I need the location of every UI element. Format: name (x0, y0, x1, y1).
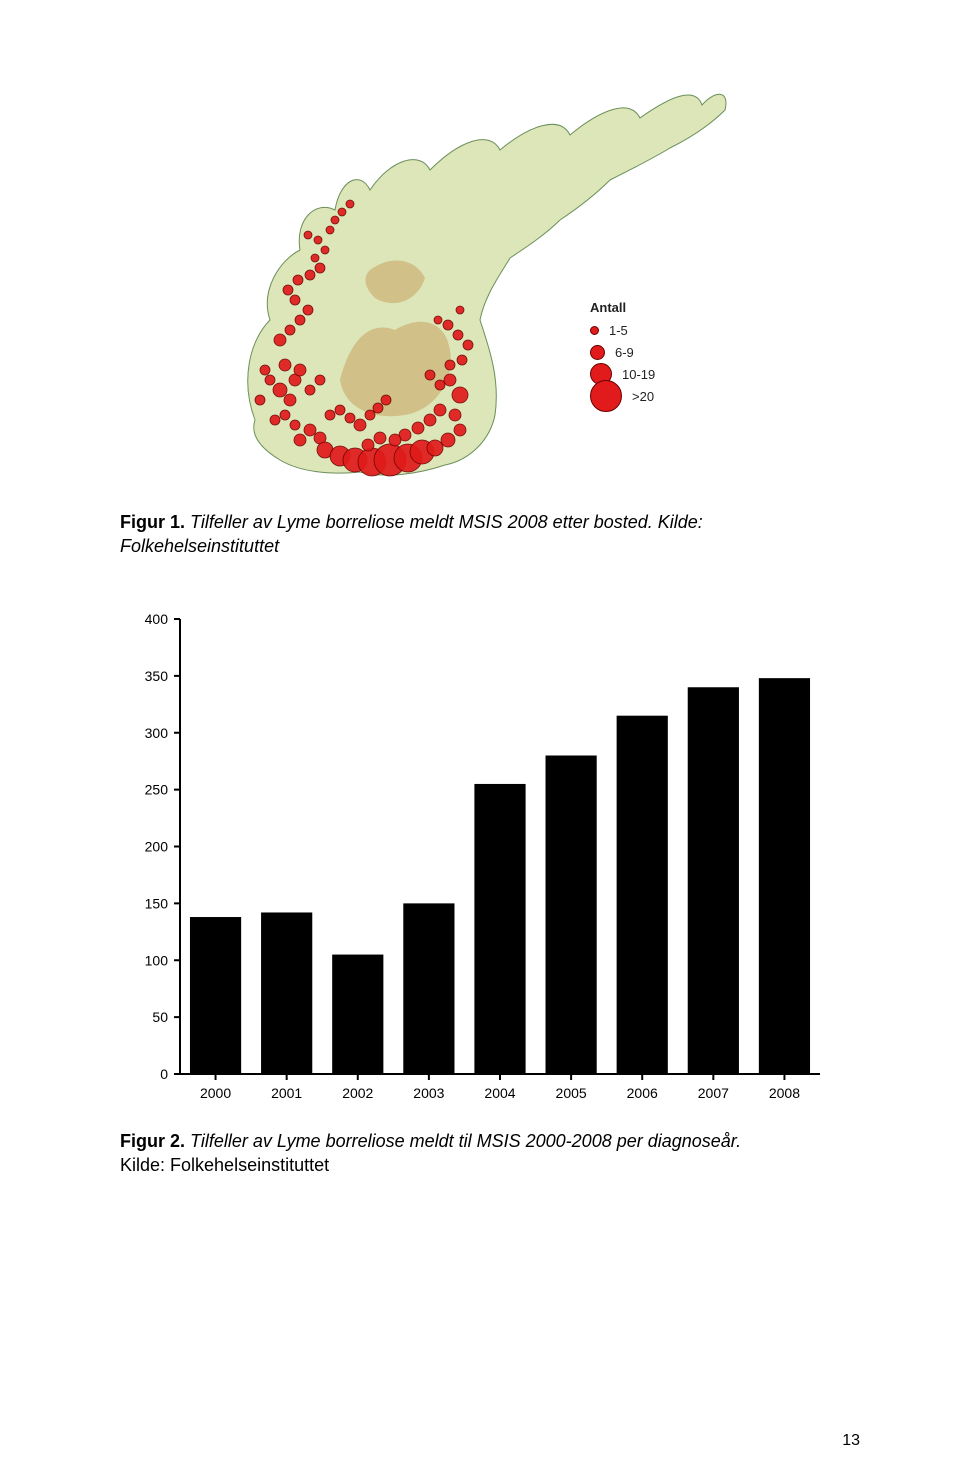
svg-text:2004: 2004 (484, 1085, 515, 1101)
legend-label: 10-19 (622, 367, 655, 382)
svg-text:400: 400 (145, 611, 169, 627)
norway-map-svg (200, 20, 760, 480)
svg-text:2000: 2000 (200, 1085, 231, 1101)
svg-text:150: 150 (145, 895, 169, 911)
svg-text:350: 350 (145, 667, 169, 683)
bar-chart-svg: 0 50 100 150 200 250 300 350 400 2000 2001 2002 2003… (120, 599, 840, 1119)
map-legend: Antall 1-5 6-9 10-19 >20 (590, 300, 655, 407)
legend-row: 1-5 (590, 319, 655, 341)
legend-label: 6-9 (615, 345, 634, 360)
figure1-map: Antall 1-5 6-9 10-19 >20 (200, 20, 760, 480)
legend-dot-icon (590, 345, 605, 360)
svg-text:2007: 2007 (698, 1085, 729, 1101)
page-number: 13 (842, 1432, 860, 1450)
figure1-label: Figur 1. (120, 512, 185, 532)
figure2-caption: Figur 2. Tilfeller av Lyme borreliose me… (120, 1129, 840, 1178)
figure2-chart: 0 50 100 150 200 250 300 350 400 2000 2001 2002 2003… (120, 599, 840, 1119)
svg-text:2008: 2008 (769, 1085, 800, 1101)
svg-text:0: 0 (160, 1066, 168, 1082)
svg-text:100: 100 (145, 952, 169, 968)
svg-text:250: 250 (145, 781, 169, 797)
svg-text:2003: 2003 (413, 1085, 444, 1101)
legend-label: 1-5 (609, 323, 628, 338)
svg-text:300: 300 (145, 724, 169, 740)
svg-text:2006: 2006 (627, 1085, 658, 1101)
legend-row: >20 (590, 385, 655, 407)
svg-text:2002: 2002 (342, 1085, 373, 1101)
svg-text:50: 50 (152, 1009, 168, 1025)
figure2-label: Figur 2. (120, 1131, 185, 1151)
svg-text:2005: 2005 (556, 1085, 587, 1101)
legend-dot-icon (590, 326, 599, 335)
figure1-text: Tilfeller av Lyme borreliose meldt MSIS … (120, 512, 703, 556)
figure2-source: Kilde: Folkehelseinstituttet (120, 1155, 329, 1175)
figure2-text: Tilfeller av Lyme borreliose meldt til M… (185, 1131, 741, 1151)
svg-text:200: 200 (145, 838, 169, 854)
figure1-caption: Figur 1. Tilfeller av Lyme borreliose me… (120, 510, 840, 559)
legend-row: 6-9 (590, 341, 655, 363)
legend-label: >20 (632, 389, 654, 404)
svg-text:2001: 2001 (271, 1085, 302, 1101)
legend-title: Antall (590, 300, 655, 315)
legend-dot-icon (590, 380, 622, 412)
